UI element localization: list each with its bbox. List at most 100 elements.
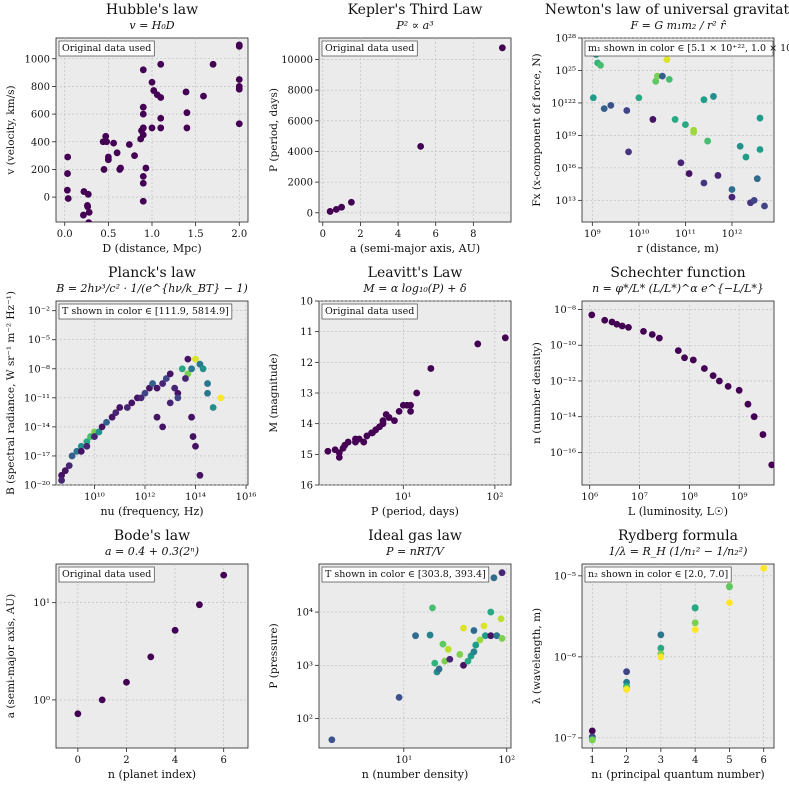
chart-formula: P² ∝ a³ [395,19,433,32]
data-point [690,126,698,134]
data-points [74,571,228,718]
data-point [640,327,647,335]
data-point [188,365,195,373]
data-point [61,467,69,475]
data-point [607,101,615,109]
y-tick-label: 600 [31,110,50,121]
y-tick-label: 10¹ [33,598,50,609]
data-point [395,693,403,701]
data-point [153,384,161,392]
data-point [674,347,682,355]
x-tick-label: 4 [172,755,178,766]
y-tick-label: 0 [44,193,50,204]
data-point [110,139,117,147]
x-tick-label: 10¹⁰ [628,229,649,240]
chart-title: Hubble's law [106,2,198,18]
x-tick-label: 6 [433,229,439,240]
data-point [735,386,743,394]
data-point [474,340,482,348]
data-point [726,599,733,607]
data-point [157,94,165,101]
data-point [395,408,403,415]
y-tick-label: 10²⁵ [555,66,576,77]
x-tick-label: 10² [487,492,504,503]
y-tick-label: 10⁻⁶ [554,652,576,663]
data-point [139,103,147,111]
data-point [385,414,393,421]
x-tick-label: 10⁸ [681,492,698,503]
y-tick-label: 10²⁸ [555,34,576,45]
data-point [74,710,82,718]
note-label: Original data used [325,43,414,54]
data-point [171,384,179,392]
y-tick-label: 10⁻² [28,306,50,317]
data-point [426,631,434,639]
data-point [490,574,498,582]
note-label: n₂ shown in color ∈ [2.0, 7.0] [588,569,728,580]
data-point [700,96,708,104]
x-tick-label: 10¹⁰ [84,492,105,503]
x-tick-label: 10¹⁶ [236,492,257,503]
y-tick-label: 10⁻¹⁴ [24,422,50,433]
data-point [665,75,673,83]
data-point [671,116,679,123]
x-tick-label: 0.5 [100,229,116,240]
data-point [98,696,106,704]
data-point [391,417,398,424]
y-tick-label: 10¹⁶ [555,163,576,174]
data-point [148,78,156,86]
x-tick-label: 10¹² [722,229,743,240]
data-point [68,452,76,460]
data-point [64,170,71,177]
y-axis-label: B (spectral radiance, W sr⁻¹ m⁻² Hz⁻¹) [5,291,17,495]
data-point [481,632,489,640]
data-point [744,400,752,408]
x-tick-label: 10¹ [395,755,412,766]
plot-area [318,37,512,223]
data-point [184,355,192,363]
chart-title: Rydberg formula [618,528,738,544]
x-axis-label: r (distance, m) [637,242,719,255]
chart-title: Leavitt's Law [368,265,463,281]
data-point [113,149,121,157]
data-point [652,77,660,85]
data-point [204,380,211,387]
chart-formula: v = H₀D [129,19,174,32]
data-point [736,142,744,150]
data-point [677,159,685,167]
y-tick-label: 12 [300,358,313,369]
data-point [756,114,764,122]
y-tick-label: 10² [296,714,313,725]
data-point [487,632,495,640]
data-point [710,93,717,100]
data-points [589,51,768,210]
y-tick-label: 15 [300,450,313,461]
data-point [77,447,85,455]
data-point [600,105,608,113]
data-point [326,208,334,215]
data-point [166,370,174,378]
chart-title: Ideal gas law [368,528,462,544]
chart-formula: 1/λ = R_H (1/n₁² − 1/n₂²) [609,545,748,558]
y-tick-label: 10⁻¹⁶ [550,448,576,459]
chart-formula: F = G m₁m₂ / r² r̂ [630,19,727,32]
note-label: Original data used [62,43,151,54]
data-point [625,148,632,156]
y-tick-label: 800 [31,82,50,93]
x-tick-label: 8 [470,229,476,240]
data-point [123,404,131,411]
note-box [584,40,774,57]
data-point [625,323,632,331]
note-box [584,566,732,583]
data-point [128,399,136,407]
note-box [58,303,233,320]
data-point [157,124,165,132]
data-point [588,727,596,735]
y-axis-label: a (semi-major axis, AU) [5,594,17,718]
note-label: T shown in color ∈ [111.9, 5814.9] [62,306,229,317]
chart-formula: a = 0.4 + 0.3(2ⁿ) [105,545,199,558]
data-point [470,648,478,656]
y-tick-label: 13 [300,389,313,400]
data-point [157,114,165,122]
